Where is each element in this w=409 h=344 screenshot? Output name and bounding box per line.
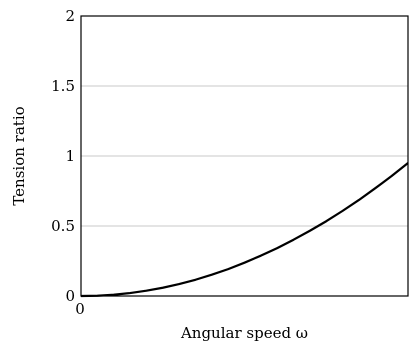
x-axis-label: Angular speed ω: [180, 324, 308, 342]
y-tick-label: 2: [65, 7, 75, 25]
y-tick-labels: 0 0.5 1 1.5 2: [51, 7, 75, 305]
series-line-0: [80, 162, 409, 298]
y-tick-label: 1: [65, 147, 75, 165]
y-axis-label: Tension ratio: [10, 106, 28, 205]
y-tick-label: 0.5: [51, 217, 75, 235]
plot-frame: [80, 15, 409, 297]
x-tick-labels: 0: [75, 300, 85, 318]
series-layer: [80, 162, 409, 298]
grid: [81, 85, 408, 227]
x-tick-label: 0: [75, 300, 85, 318]
y-tick-label: 1.5: [51, 77, 75, 95]
y-tick-label: 0: [65, 287, 75, 305]
